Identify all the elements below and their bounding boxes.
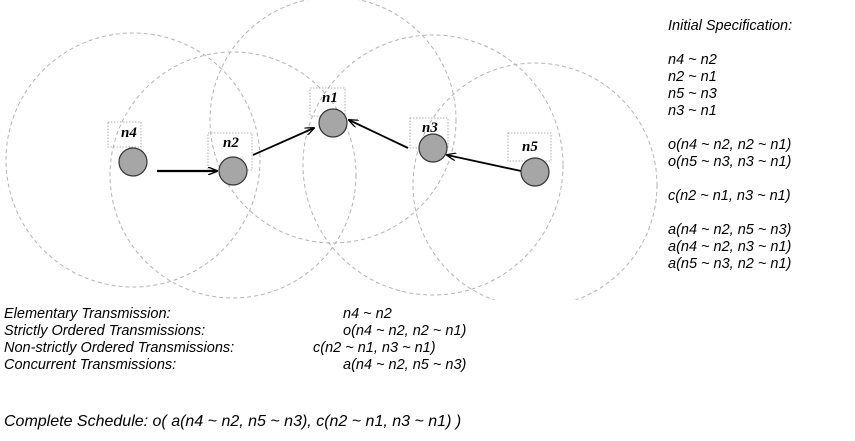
- range-circle-n1: [209, 0, 457, 244]
- legend-example-elementary: n4 ~ n2: [343, 306, 392, 322]
- spec-elementary-4: n3 ~ n1: [668, 103, 717, 119]
- range-circle-n3: [302, 34, 564, 296]
- node-label-n3: n3: [422, 120, 438, 136]
- legend-term-concurrent: Concurrent Transmissions:: [4, 357, 177, 373]
- spec-concurrent-2: a(n4 ~ n2, n3 ~ n1): [668, 239, 792, 255]
- range-circle-n2: [109, 51, 357, 299]
- arrow-n3-n1: [349, 120, 409, 149]
- spec-elementary-1: n4 ~ n2: [668, 52, 717, 68]
- node-label-n4: n4: [121, 125, 137, 141]
- spec-elementary-2: n2 ~ n1: [668, 69, 717, 85]
- spec-elementary-3: n5 ~ n3: [668, 86, 717, 102]
- complete-schedule: Complete Schedule: o( a(n4 ~ n2, n5 ~ n3…: [4, 413, 462, 430]
- node-label-n5: n5: [522, 139, 538, 155]
- legend-example-concurrent: a(n4 ~ n2, n5 ~ n3): [343, 357, 467, 373]
- legend-example-strict: o(n4 ~ n2, n2 ~ n1): [343, 323, 467, 339]
- arrow-n5-n3: [447, 155, 522, 172]
- arrow-n2-n1: [252, 128, 314, 156]
- node-n4: [118, 147, 148, 177]
- network-diagram: n4 n2 n1 n3 n5: [5, 0, 658, 300]
- legend-example-nonstrict: c(n2 ~ n1, n3 ~ n1): [313, 340, 436, 356]
- node-n3: [418, 133, 448, 163]
- node-label-n2: n2: [223, 135, 239, 151]
- node-n1: [318, 108, 348, 138]
- label-box-n4: [107, 121, 142, 148]
- spec-nonstrict-1: c(n2 ~ n1, n3 ~ n1): [668, 188, 791, 204]
- spec-concurrent-3: a(n5 ~ n3, n2 ~ n1): [668, 256, 792, 272]
- legend-term-strict: Strictly Ordered Transmissions:: [4, 323, 206, 339]
- node-n2: [218, 156, 248, 186]
- legend-term-elementary: Elementary Transmission:: [4, 306, 171, 322]
- spec-ordered-2: o(n5 ~ n3, n3 ~ n1): [668, 154, 792, 170]
- spec-ordered-1: o(n4 ~ n2, n2 ~ n1): [668, 137, 792, 153]
- node-n5: [520, 157, 550, 187]
- legend-term-nonstrict: Non-strictly Ordered Transmissions:: [4, 340, 235, 356]
- label-box-n1: [309, 87, 346, 117]
- spec-title: Initial Specification:: [668, 18, 793, 34]
- node-label-n1: n1: [322, 90, 338, 106]
- initial-specification: Initial Specification: n4 ~ n2 n2 ~ n1 n…: [668, 18, 792, 273]
- range-circle-n4: [5, 32, 261, 288]
- label-box-n5: [507, 132, 552, 162]
- spec-concurrent-1: a(n4 ~ n2, n5 ~ n3): [668, 222, 792, 238]
- range-circle-n5: [412, 62, 658, 300]
